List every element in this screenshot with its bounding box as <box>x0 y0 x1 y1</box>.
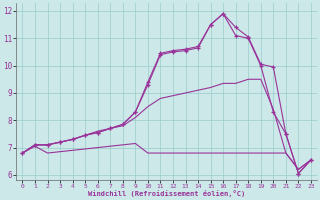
X-axis label: Windchill (Refroidissement éolien,°C): Windchill (Refroidissement éolien,°C) <box>88 190 245 197</box>
